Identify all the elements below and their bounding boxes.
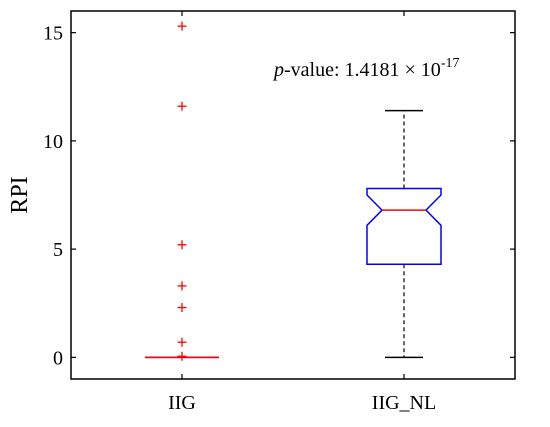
y-tick-label: 15 <box>43 23 63 45</box>
outlier-marker <box>177 281 187 291</box>
y-axis-ticks: 0 5 10 15 <box>43 23 515 369</box>
outlier-marker <box>177 21 187 31</box>
y-tick-label: 10 <box>43 131 63 153</box>
y-tick-label: 5 <box>53 239 63 261</box>
box-iig-nl <box>366 109 442 359</box>
outlier-marker <box>177 351 187 361</box>
x-axis-ticks: IIG IIG_NL <box>168 11 436 414</box>
p-value-annotation: p-value: 1.4181 × 10-17 <box>272 56 459 81</box>
box-iig <box>145 21 219 361</box>
y-tick-label: 0 <box>53 347 63 369</box>
box-series <box>145 21 442 361</box>
x-tick-label: IIG_NL <box>372 392 436 414</box>
plot-area-frame <box>70 10 516 380</box>
p-italic: p <box>272 59 284 81</box>
p-value-exponent: -17 <box>441 56 460 71</box>
p-value-text: -value: 1.4181 × 10 <box>284 59 441 81</box>
outlier-marker <box>177 101 187 111</box>
outlier-marker <box>177 337 187 347</box>
outlier-marker <box>177 303 187 313</box>
x-tick-label: IIG <box>168 392 196 414</box>
outlier-marker <box>177 240 187 250</box>
box-body <box>366 187 442 266</box>
y-axis-label: RPI <box>7 176 33 213</box>
